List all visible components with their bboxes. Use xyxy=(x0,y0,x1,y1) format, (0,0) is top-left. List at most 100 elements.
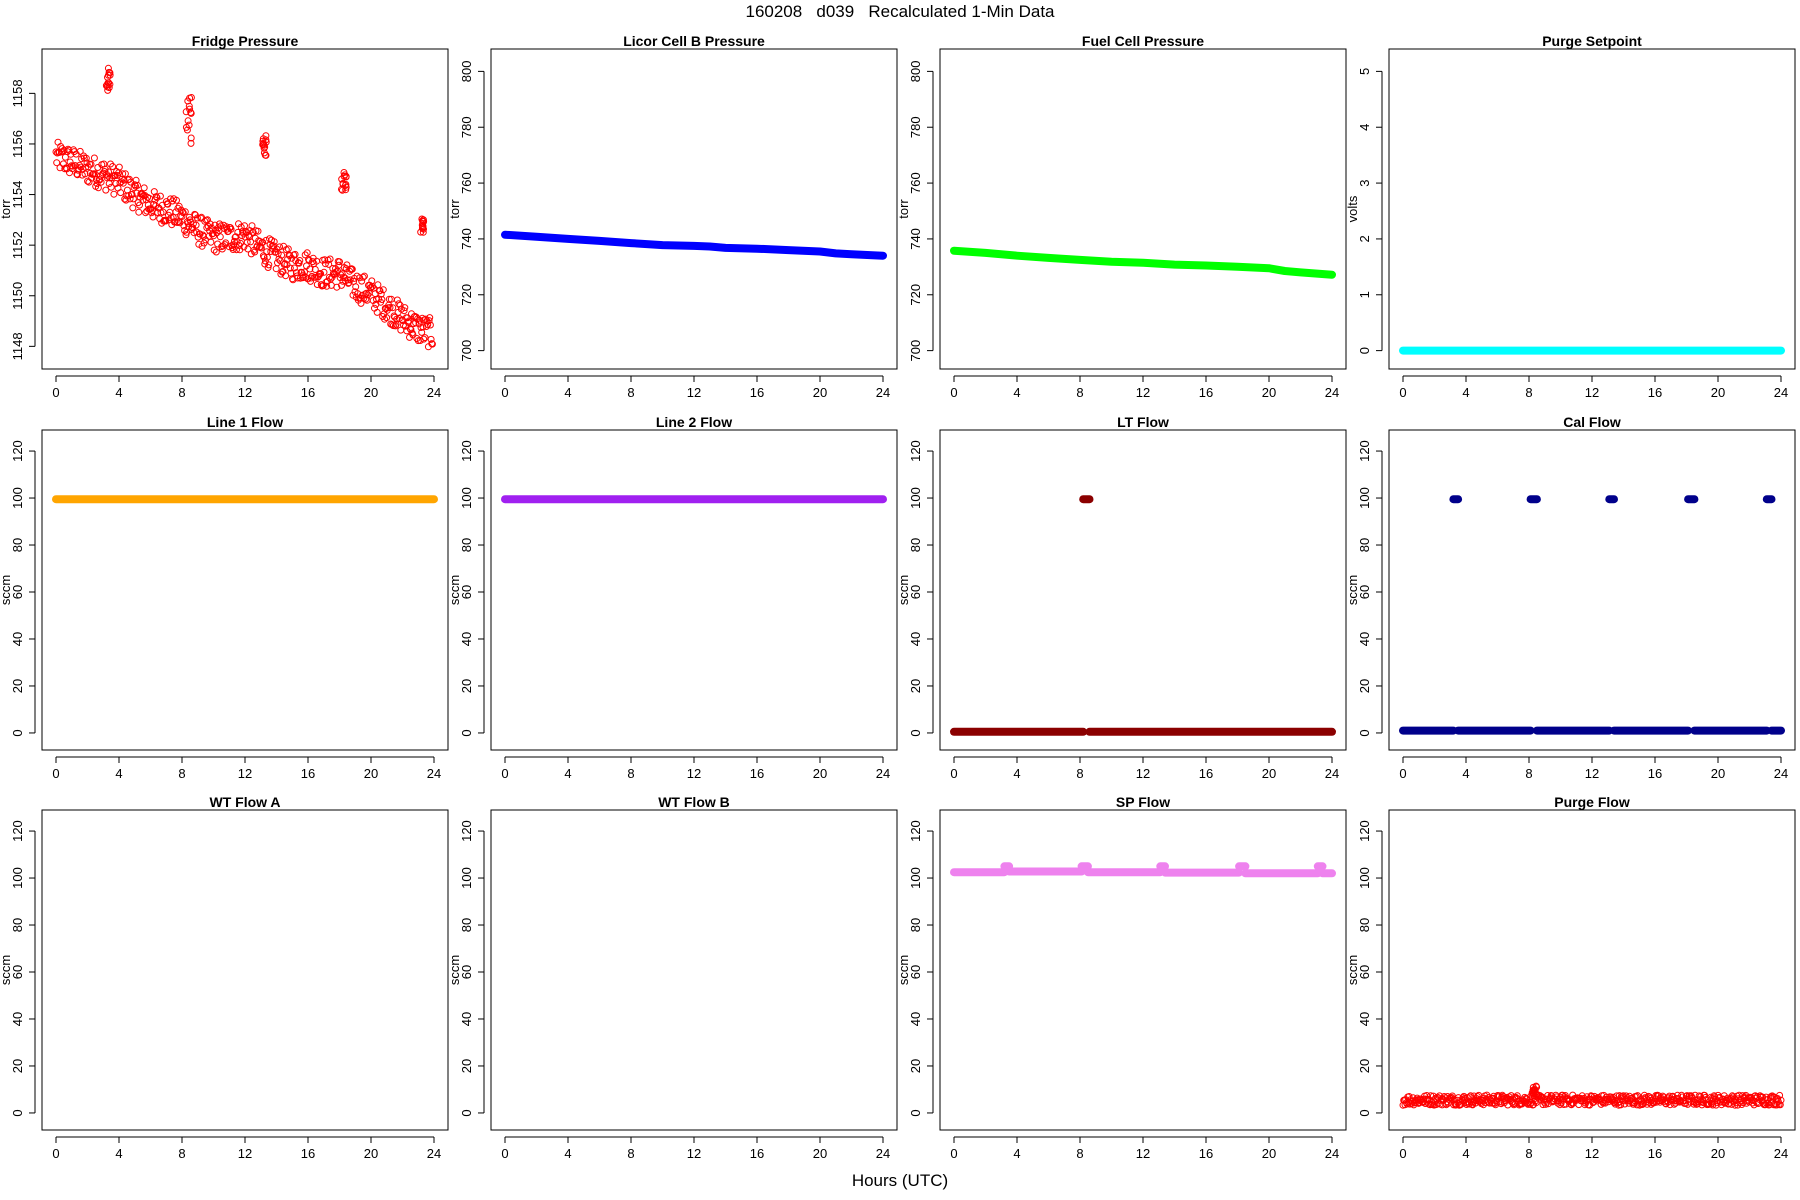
x-tick-label: 20 xyxy=(813,1146,827,1161)
x-tick-label: 24 xyxy=(1774,766,1788,781)
x-tick-label: 0 xyxy=(950,1146,957,1161)
data-point xyxy=(135,208,143,216)
y-tick-label: 20 xyxy=(908,1059,923,1073)
data-point xyxy=(254,227,262,235)
data-point xyxy=(104,64,112,72)
y-tick-label: 120 xyxy=(10,440,25,462)
panel-sp-flow: SP Flow 0 4 8 12 16 20 24 0 20 40 60 80 100 120 sccm xyxy=(896,794,1347,1161)
panel-purge-flow: Purge Flow 0 4 8 12 16 20 24 0 20 40 60 80 100 120 sccm xyxy=(1345,794,1796,1161)
data-point xyxy=(164,200,172,208)
data-point xyxy=(90,154,98,162)
y-tick-label: 120 xyxy=(10,820,25,842)
data-point xyxy=(425,317,433,325)
x-tick-label: 16 xyxy=(1199,766,1213,781)
data-point xyxy=(230,237,238,245)
plot-frame xyxy=(490,48,898,370)
x-tick-label: 12 xyxy=(1585,766,1599,781)
y-tick-label: 80 xyxy=(908,538,923,552)
x-tick-label: 20 xyxy=(1262,385,1276,400)
data-point xyxy=(187,109,195,117)
data-point xyxy=(104,83,111,91)
data-point xyxy=(119,170,127,178)
x-tick-label: 20 xyxy=(364,766,378,781)
y-tick-label: 20 xyxy=(459,1059,474,1073)
data-point xyxy=(301,251,309,259)
data-point xyxy=(100,160,108,168)
data-point xyxy=(392,320,400,328)
data-point xyxy=(417,228,425,236)
y-tick-label: 40 xyxy=(10,1012,25,1026)
x-tick-label: 12 xyxy=(238,766,252,781)
x-tick-label: 12 xyxy=(1585,1146,1599,1161)
x-tick-label: 0 xyxy=(1399,1146,1406,1161)
y-tick-label: 800 xyxy=(459,61,474,83)
data-point xyxy=(212,248,220,256)
data-point xyxy=(181,208,189,216)
y-tick-label: 60 xyxy=(459,585,474,599)
y-axis-label: torr xyxy=(0,199,13,219)
panel-title: Cal Flow xyxy=(1563,414,1621,430)
panel-title: LT Flow xyxy=(1117,414,1169,430)
data-point xyxy=(419,217,426,225)
y-tick-label: 100 xyxy=(908,487,923,509)
plot-frame xyxy=(939,809,1347,1131)
plot-frame xyxy=(41,48,449,370)
x-tick-label: 24 xyxy=(427,385,441,400)
y-tick-label: 60 xyxy=(459,965,474,979)
data-point xyxy=(216,233,224,241)
data-point xyxy=(97,178,105,186)
data-point xyxy=(1457,1100,1465,1108)
data-point xyxy=(305,257,313,264)
y-tick-label: 720 xyxy=(908,284,923,306)
data-point xyxy=(173,196,180,204)
data-point xyxy=(427,335,435,343)
data-point xyxy=(296,257,304,264)
data-point xyxy=(320,268,328,276)
data-point xyxy=(102,186,110,194)
y-tick-label: 740 xyxy=(459,228,474,250)
x-tick-label: 24 xyxy=(1325,1146,1339,1161)
y-tick-label: 40 xyxy=(10,632,25,646)
y-axis-label: volts xyxy=(1345,195,1360,222)
y-tick-label: 20 xyxy=(908,679,923,693)
data-point xyxy=(295,259,303,267)
data-point xyxy=(378,296,386,303)
x-tick-label: 20 xyxy=(1262,1146,1276,1161)
x-tick-label: 8 xyxy=(1525,385,1532,400)
x-tick-label: 4 xyxy=(1013,766,1020,781)
data-point xyxy=(187,139,195,147)
data-point xyxy=(237,223,245,231)
data-point xyxy=(233,238,241,246)
data-point xyxy=(424,321,432,329)
data-point xyxy=(420,335,428,343)
x-tick-label: 16 xyxy=(750,766,764,781)
data-point xyxy=(414,315,422,323)
data-point xyxy=(181,227,189,234)
x-tick-label: 8 xyxy=(178,385,185,400)
data-point xyxy=(1617,1101,1625,1109)
x-tick-label: 24 xyxy=(1325,766,1339,781)
data-point xyxy=(259,238,267,246)
x-tick-label: 20 xyxy=(1711,766,1725,781)
data-point xyxy=(263,253,271,261)
data-point xyxy=(1526,1100,1534,1108)
data-point xyxy=(406,325,414,333)
data-point xyxy=(206,220,214,228)
data-point xyxy=(106,69,114,77)
plot-frame xyxy=(939,429,1347,751)
panel-wt-flow-b: WT Flow B 0 4 8 12 16 20 24 0 20 40 60 80 100 120 sccm xyxy=(447,794,898,1161)
data-point xyxy=(419,228,427,236)
data-point xyxy=(184,117,192,125)
data-point xyxy=(336,258,343,266)
y-tick-label: 20 xyxy=(10,679,25,693)
x-tick-label: 0 xyxy=(501,766,508,781)
data-point xyxy=(213,229,221,237)
data-point xyxy=(303,249,311,257)
data-point xyxy=(1529,1083,1537,1091)
x-tick-label: 24 xyxy=(876,766,890,781)
data-point xyxy=(377,290,385,298)
y-tick-label: 0 xyxy=(10,1109,25,1116)
x-tick-label: 24 xyxy=(1774,1146,1788,1161)
data-point xyxy=(153,194,161,202)
